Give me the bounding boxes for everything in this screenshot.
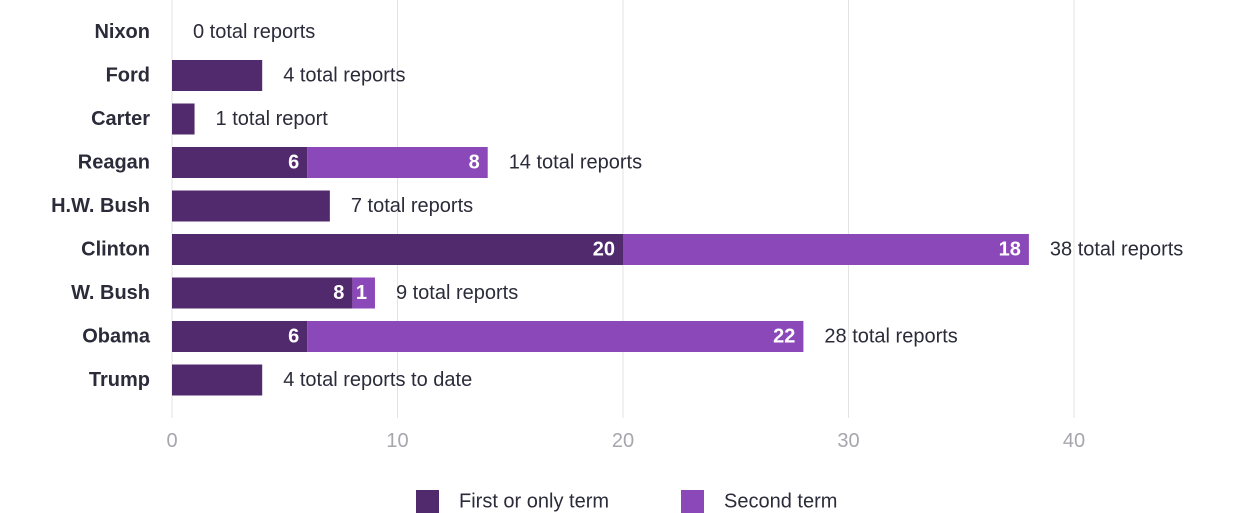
category-label-ford: Ford [106, 65, 150, 87]
category-label-nixon: Nixon [94, 21, 150, 43]
labels: Nixon 0 total reports Ford 4 total reports C… [51, 21, 1183, 391]
category-label-w-bush: W. Bush [71, 282, 150, 304]
category-label-clinton: Clinton [81, 239, 150, 261]
bar-reagan-second-term [307, 147, 488, 178]
bar-reagan-first-or-only-term [172, 147, 308, 178]
total-label-ford: 4 total reports [283, 65, 405, 87]
bar-obama-second-term [307, 321, 804, 352]
category-label-carter: Carter [91, 108, 150, 130]
segment-label-reagan-first-or-only-term: 6 [288, 152, 299, 174]
legend-label-second-term: Second term [724, 491, 837, 513]
bars [172, 60, 1029, 396]
legend-swatch-first-or-only-term [416, 490, 439, 513]
bar-ford-first-or-only-term [172, 60, 263, 91]
segment-label-reagan-second-term: 8 [469, 152, 480, 174]
total-label-nixon: 0 total reports [193, 21, 315, 43]
segment-label-clinton-second-term: 18 [999, 239, 1021, 261]
bar-w-bush-first-or-only-term [172, 277, 353, 309]
legend: First or only term Second term [416, 490, 837, 513]
total-label-trump: 4 total reports to date [283, 369, 472, 391]
bar-clinton-second-term [623, 234, 1029, 265]
legend-label-first-or-only-term: First or only term [459, 491, 609, 513]
total-label-reagan: 14 total reports [509, 152, 642, 174]
total-label-w-bush: 9 total reports [396, 282, 518, 304]
x-tick-label-20: 20 [612, 430, 634, 452]
total-label-carter: 1 total report [216, 108, 329, 130]
x-axis-ticks: 0 10 20 30 40 [166, 430, 1085, 452]
segment-label-w-bush-second-term: 1 [356, 282, 367, 304]
bar-trump-first-or-only-term [172, 364, 263, 396]
x-tick-label-30: 30 [837, 430, 859, 452]
bar-h-w-bush-first-or-only-term [172, 190, 330, 222]
total-label-clinton: 38 total reports [1050, 239, 1183, 261]
category-label-reagan: Reagan [78, 152, 150, 174]
segment-label-w-bush-first-or-only-term: 8 [333, 282, 344, 304]
total-label-h-w-bush: 7 total reports [351, 195, 473, 217]
category-label-trump: Trump [89, 369, 150, 391]
bar-clinton-first-or-only-term [172, 234, 623, 265]
total-label-obama: 28 total reports [824, 326, 957, 348]
category-label-obama: Obama [82, 326, 151, 348]
category-label-h-w-bush: H.W. Bush [51, 195, 150, 217]
legend-swatch-second-term [681, 490, 704, 513]
x-tick-label-10: 10 [386, 430, 408, 452]
segment-label-clinton-first-or-only-term: 20 [593, 239, 615, 261]
bar-obama-first-or-only-term [172, 321, 308, 352]
bar-carter-first-or-only-term [172, 103, 195, 135]
segment-label-obama-first-or-only-term: 6 [288, 326, 299, 348]
segment-label-obama-second-term: 22 [773, 326, 795, 348]
bar-w-bush-second-term [352, 277, 375, 309]
x-tick-label-0: 0 [166, 430, 177, 452]
x-tick-label-40: 40 [1063, 430, 1085, 452]
